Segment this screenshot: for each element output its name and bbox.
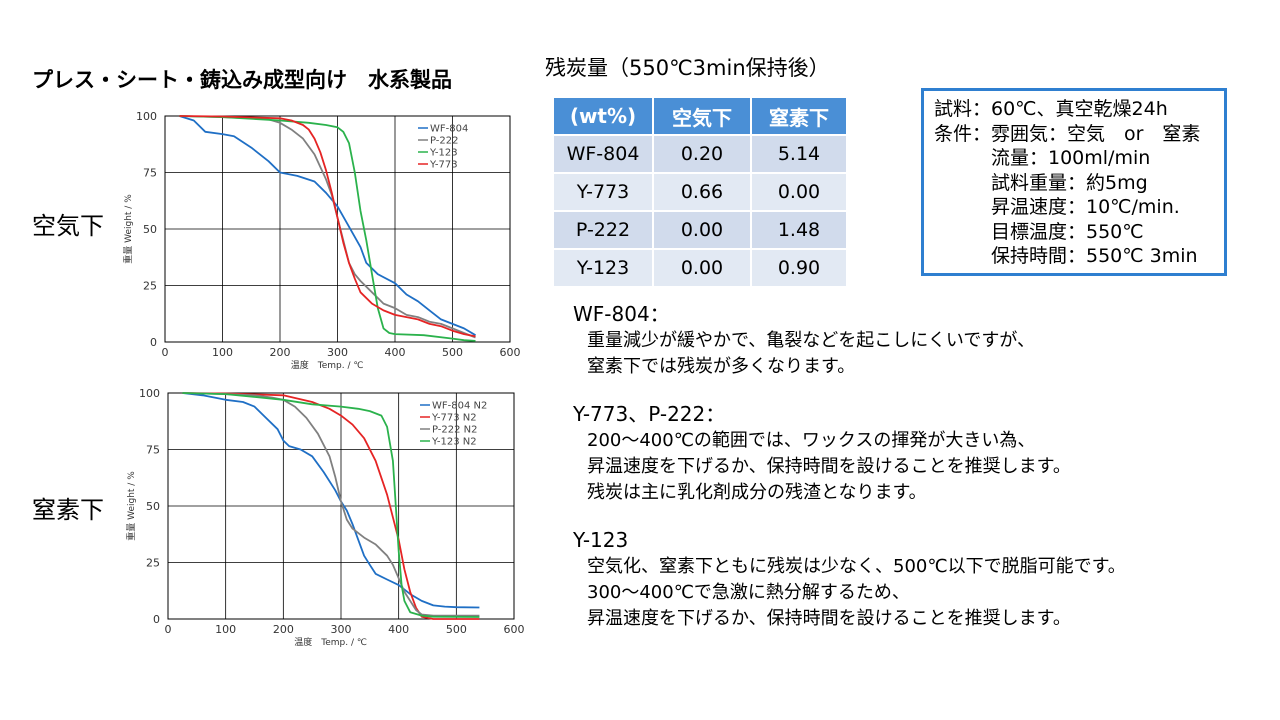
x-tick-label: 600: [500, 346, 521, 359]
x-tick-label: 200: [270, 346, 291, 359]
x-tick-label: 100: [215, 623, 236, 636]
x-tick-label: 600: [504, 623, 525, 636]
y-tick-label: 50: [146, 500, 160, 513]
series-line-n2-0: [182, 392, 480, 609]
y-tick-label: 100: [136, 110, 157, 123]
table-header-cell: (wt%): [554, 98, 652, 134]
table-header-cell: 窒素下: [752, 98, 846, 134]
slide-title: プレス・シート・鋳込み成型向け 水系製品: [32, 68, 452, 92]
legend-label: P-222: [430, 136, 459, 147]
x-axis-label: 温度 Temp. / ℃: [291, 359, 364, 371]
table-row: WF-804 0.20 5.14: [554, 136, 846, 172]
legend-label: WF-804: [430, 124, 468, 135]
table-cell: 0.20: [654, 136, 750, 172]
y-tick-label: 100: [139, 387, 160, 400]
n2-atmosphere-label: 窒素下: [32, 496, 104, 524]
x-tick-label: 300: [331, 623, 352, 636]
y-tick-label: 0: [153, 613, 160, 626]
y-axis-label: 重量 Weight / %: [122, 194, 134, 264]
legend-label: P-222 N2: [432, 425, 478, 436]
y-axis-label: 重量 Weight / %: [125, 471, 137, 541]
condition-line: 昇温速度：10℃/min.: [934, 196, 1180, 218]
x-tick-label: 0: [162, 346, 169, 359]
x-tick-label: 500: [442, 346, 463, 359]
y-tick-label: 25: [146, 557, 160, 570]
plot-frame: [167, 392, 515, 620]
note-line: 窒素下では残炭が多くなります。: [587, 356, 856, 377]
legend-label: WF-804 N2: [432, 401, 487, 412]
x-tick-label: 400: [385, 346, 406, 359]
legend-label: Y-123: [429, 148, 458, 159]
series-line-air-3: [179, 115, 476, 338]
x-tick-label: 300: [327, 346, 348, 359]
note-heading: Y-773、P-222：: [573, 402, 726, 426]
table-cell: 0.00: [654, 212, 750, 248]
table-cell: Y-773: [554, 174, 652, 210]
y-tick-label: 25: [143, 280, 157, 293]
note-line: 200～400℃の範囲では、ワックスの揮発が大きい為、: [587, 430, 1036, 451]
table-cell: 5.14: [752, 136, 846, 172]
note-line: 重量減少が緩やかで、亀裂などを起こしにくいですが、: [587, 330, 1036, 351]
note-line: 残炭は主に乳化剤成分の残渣となります。: [587, 482, 927, 503]
note-heading: Y-123: [573, 528, 629, 552]
legend-label: Y-123 N2: [431, 437, 477, 448]
legend-label: Y-773: [429, 160, 458, 171]
note-line: 昇温速度を下げるか、保持時間を設けることを推奨します。: [587, 456, 1071, 477]
y-tick-label: 75: [146, 444, 160, 457]
condition-line: 条件：雰囲気：空気 or 窒素: [934, 122, 1201, 145]
table-cell: 0.00: [654, 250, 750, 286]
table-cell: P-222: [554, 212, 652, 248]
table-cell: Y-123: [554, 250, 652, 286]
air-atmosphere-label: 空気下: [32, 212, 104, 240]
x-tick-label: 0: [165, 623, 172, 636]
x-tick-label: 500: [446, 623, 467, 636]
table-cell: 1.48: [752, 212, 846, 248]
series-line-air-0: [179, 115, 476, 336]
y-tick-label: 0: [150, 336, 157, 349]
note-line: 300～400℃で急激に熱分解するため、: [587, 582, 910, 603]
table-cell: 0.66: [654, 174, 750, 210]
plot-frame: [164, 115, 511, 343]
y-tick-label: 75: [143, 167, 157, 180]
table-cell: 0.90: [752, 250, 846, 286]
y-tick-label: 50: [143, 223, 157, 236]
series-line-n2-1: [182, 392, 480, 620]
x-tick-label: 100: [212, 346, 233, 359]
table-cell: WF-804: [554, 136, 652, 172]
table-header-cell: 空気下: [654, 98, 750, 134]
condition-line: 試料：60℃、真空乾燥24h: [934, 98, 1168, 120]
x-tick-label: 400: [388, 623, 409, 636]
note-heading: WF-804：: [573, 302, 670, 326]
residue-table: (wt%) 空気下 窒素下 WF-804 0.20 5.14 Y-773 0.6…: [552, 96, 848, 288]
table-cell: 0.00: [752, 174, 846, 210]
table-row: Y-773 0.66 0.00: [554, 174, 846, 210]
note-line: 昇温速度を下げるか、保持時間を設けることを推奨します。: [587, 608, 1071, 629]
test-conditions-box: 試料：60℃、真空乾燥24h 条件：雰囲気：空気 or 窒素 流量：100ml/…: [921, 88, 1227, 276]
condition-line: 保持時間：550℃ 3min: [934, 245, 1198, 267]
condition-line: 流量：100ml/min: [934, 147, 1151, 169]
table-row: Y-123 0.00 0.90: [554, 250, 846, 286]
legend-label: Y-773 N2: [431, 413, 477, 424]
x-axis-label: 温度 Temp. / ℃: [294, 636, 367, 648]
product-notes: WF-804： 重量減少が緩やかで、亀裂などを起こしにくいですが、 窒素下では残…: [573, 300, 1126, 632]
condition-line: 試料重量：約5mg: [934, 171, 1148, 194]
series-line-n2-3: [182, 392, 480, 618]
table-row: P-222 0.00 1.48: [554, 212, 846, 248]
residue-table-title: 残炭量（550℃3min保持後）: [545, 56, 830, 80]
table-header-row: (wt%) 空気下 窒素下: [554, 98, 846, 134]
condition-line: 目標温度：550℃: [934, 220, 1144, 243]
series-line-air-2: [179, 115, 476, 342]
x-tick-label: 200: [273, 623, 294, 636]
note-line: 空気化、窒素下ともに残炭は少なく、500℃以下で脱脂可能です。: [587, 556, 1126, 577]
